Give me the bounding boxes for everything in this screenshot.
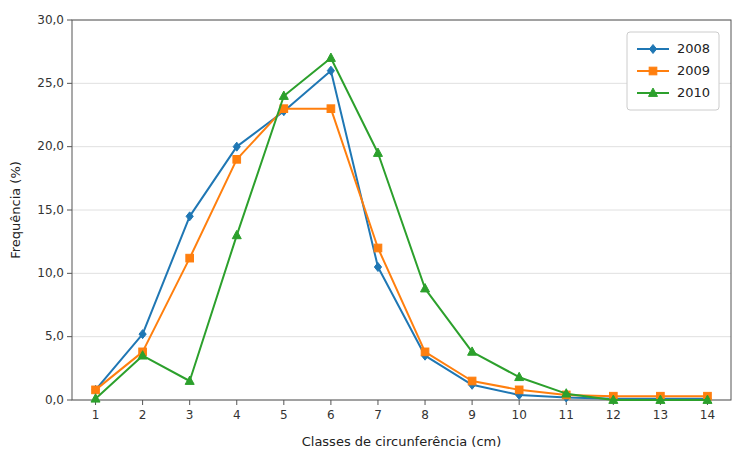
tick-mark bbox=[67, 20, 72, 21]
grid-line bbox=[72, 336, 731, 337]
y-axis-label: Frequência (%) bbox=[8, 161, 23, 259]
legend-marker bbox=[649, 67, 657, 75]
tick-label: 2 bbox=[139, 408, 147, 422]
point bbox=[421, 348, 429, 356]
tick-label: 8 bbox=[421, 408, 429, 422]
axes: 0,05,010,015,020,025,030,012345678910111… bbox=[37, 13, 731, 423]
point bbox=[92, 386, 100, 394]
tick-label: 11 bbox=[559, 408, 574, 422]
point bbox=[656, 395, 665, 403]
series bbox=[92, 105, 712, 400]
point bbox=[327, 105, 335, 113]
point bbox=[233, 156, 241, 164]
tick-label: 5 bbox=[280, 408, 288, 422]
tick-mark bbox=[142, 400, 143, 405]
point bbox=[232, 230, 241, 238]
tick-mark bbox=[425, 400, 426, 405]
background bbox=[0, 0, 753, 462]
plot-area bbox=[91, 53, 712, 403]
legend-marker bbox=[649, 45, 656, 54]
tick-label: 10,0 bbox=[37, 266, 64, 280]
series bbox=[91, 53, 712, 403]
tick-mark bbox=[472, 400, 473, 405]
grid-line bbox=[72, 210, 731, 211]
tick-mark bbox=[377, 400, 378, 405]
chart: 0,05,010,015,020,025,030,012345678910111… bbox=[0, 0, 753, 462]
tick-label: 10 bbox=[512, 408, 527, 422]
point bbox=[279, 91, 288, 99]
point bbox=[421, 284, 430, 292]
tick-mark bbox=[67, 273, 72, 274]
point bbox=[374, 263, 381, 272]
tick-label: 6 bbox=[327, 408, 335, 422]
grid-line bbox=[72, 146, 731, 147]
plot-frame bbox=[72, 20, 731, 400]
tick-mark bbox=[67, 146, 72, 147]
point bbox=[186, 212, 193, 221]
point bbox=[327, 66, 334, 75]
point bbox=[515, 372, 524, 380]
point bbox=[468, 377, 476, 385]
tick-label: 20,0 bbox=[37, 139, 64, 153]
tick-label: 1 bbox=[92, 408, 100, 422]
legend: 2008 2009 2010 bbox=[627, 32, 719, 110]
tick-label: 5,0 bbox=[45, 329, 64, 343]
point bbox=[609, 395, 618, 403]
point bbox=[562, 389, 571, 397]
legend-label: 2010 bbox=[677, 85, 710, 100]
series-line bbox=[96, 71, 708, 399]
legend-label: 2009 bbox=[677, 63, 710, 78]
series-line bbox=[96, 58, 708, 400]
tick-label: 9 bbox=[468, 408, 476, 422]
point bbox=[326, 53, 335, 61]
legend-marker bbox=[649, 88, 658, 96]
point bbox=[374, 244, 382, 252]
point bbox=[185, 376, 194, 384]
tick-mark bbox=[67, 210, 72, 211]
tick-mark bbox=[519, 400, 520, 405]
point bbox=[139, 330, 146, 339]
point bbox=[233, 142, 240, 151]
tick-mark bbox=[67, 83, 72, 84]
tick-label: 0,0 bbox=[45, 393, 64, 407]
tick-mark bbox=[67, 336, 72, 337]
x-axis-label: Classes de circunferência (cm) bbox=[302, 434, 502, 449]
point bbox=[91, 394, 100, 402]
point bbox=[703, 395, 712, 403]
legend-label: 2008 bbox=[677, 41, 710, 56]
tick-mark bbox=[189, 400, 190, 405]
tick-label: 3 bbox=[186, 408, 194, 422]
point bbox=[515, 386, 523, 394]
tick-label: 25,0 bbox=[37, 76, 64, 90]
point bbox=[373, 148, 382, 156]
tick-mark bbox=[236, 400, 237, 405]
tick-label: 12 bbox=[606, 408, 621, 422]
point bbox=[186, 254, 194, 262]
series-line bbox=[96, 109, 708, 397]
tick-label: 7 bbox=[374, 408, 382, 422]
tick-label: 13 bbox=[653, 408, 668, 422]
series bbox=[92, 66, 711, 403]
tick-mark bbox=[283, 400, 284, 405]
tick-label: 30,0 bbox=[37, 13, 64, 27]
tick-mark bbox=[67, 400, 72, 401]
legend-box bbox=[627, 32, 719, 110]
tick-label: 4 bbox=[233, 408, 241, 422]
tick-label: 15,0 bbox=[37, 203, 64, 217]
tick-label: 14 bbox=[700, 408, 715, 422]
grid-line bbox=[72, 273, 731, 274]
tick-mark bbox=[330, 400, 331, 405]
point bbox=[468, 347, 477, 355]
point bbox=[138, 351, 147, 359]
